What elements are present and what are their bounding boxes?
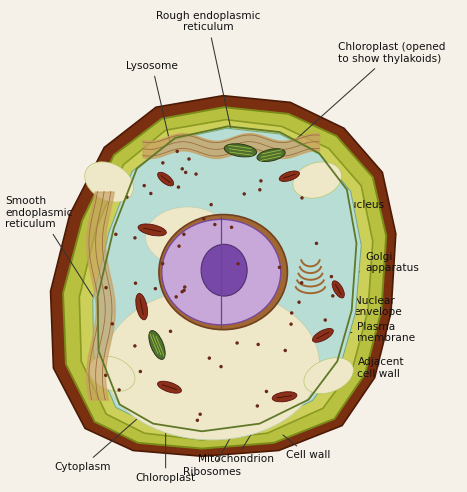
Ellipse shape [136,293,148,320]
Polygon shape [93,128,361,433]
Ellipse shape [162,219,281,325]
Text: Lysosome: Lysosome [126,61,178,154]
Ellipse shape [85,162,134,202]
Text: Smooth
endoplasmic
reticulum: Smooth endoplasmic reticulum [6,196,96,302]
Text: Golgi
apparatus: Golgi apparatus [327,252,419,281]
Circle shape [209,203,213,206]
Polygon shape [50,95,396,456]
Text: Adjacent
cell wall: Adjacent cell wall [357,357,404,379]
Ellipse shape [293,162,341,198]
Text: Chloroplast: Chloroplast [135,433,196,484]
Circle shape [290,311,293,315]
Circle shape [187,157,191,161]
Text: Ribosomes: Ribosomes [183,435,241,477]
Circle shape [219,365,223,369]
Circle shape [182,289,186,292]
Circle shape [134,281,137,285]
Circle shape [104,286,108,289]
Circle shape [175,295,178,299]
Circle shape [181,167,184,171]
Ellipse shape [332,281,344,298]
Polygon shape [79,120,373,440]
Text: Nucleus: Nucleus [283,200,384,248]
Circle shape [142,184,146,187]
Circle shape [194,172,198,176]
Circle shape [149,192,153,195]
Circle shape [331,294,334,298]
Circle shape [230,225,234,229]
Circle shape [255,404,259,408]
Ellipse shape [157,381,181,393]
Text: Rough endoplasmic
reticulum: Rough endoplasmic reticulum [156,11,260,135]
Circle shape [114,233,118,236]
Circle shape [236,262,240,266]
Circle shape [139,370,142,373]
Ellipse shape [158,172,174,186]
Ellipse shape [159,215,287,330]
Ellipse shape [201,245,247,296]
Text: Cell wall: Cell wall [283,435,331,461]
Circle shape [300,196,304,200]
Ellipse shape [312,329,333,342]
Text: Cytoplasm: Cytoplasm [54,416,141,472]
Text: Plasma
membrane: Plasma membrane [349,322,416,343]
Circle shape [196,419,199,422]
Circle shape [183,285,186,289]
Circle shape [208,356,211,360]
Circle shape [198,412,202,416]
Circle shape [290,322,293,326]
Ellipse shape [272,392,297,402]
Ellipse shape [89,356,135,391]
Ellipse shape [138,224,166,236]
Circle shape [169,330,172,333]
Ellipse shape [304,358,354,394]
Ellipse shape [257,149,285,161]
Circle shape [111,322,114,326]
Circle shape [235,341,239,345]
Circle shape [300,281,304,284]
Circle shape [330,275,333,278]
Circle shape [177,245,181,248]
Circle shape [202,217,205,220]
Ellipse shape [104,288,319,440]
Text: Nuclear
envelope: Nuclear envelope [293,296,403,317]
Circle shape [259,179,262,183]
Circle shape [297,301,301,304]
Circle shape [161,262,164,265]
Ellipse shape [224,144,256,157]
Ellipse shape [146,207,230,266]
Circle shape [125,195,128,199]
Circle shape [133,344,137,348]
Text: Chloroplast (opened
to show thylakoids): Chloroplast (opened to show thylakoids) [285,42,446,150]
Circle shape [324,318,327,322]
Polygon shape [63,107,386,449]
Circle shape [242,192,246,196]
Circle shape [104,373,107,377]
Circle shape [184,171,187,174]
Text: Mitochondrion: Mitochondrion [198,426,274,464]
Circle shape [177,185,180,189]
Circle shape [176,150,179,153]
Circle shape [161,161,164,165]
Circle shape [278,266,281,269]
Ellipse shape [149,331,165,360]
Circle shape [315,242,318,245]
Circle shape [154,287,157,290]
Circle shape [283,349,287,352]
Circle shape [133,236,137,240]
Circle shape [117,388,121,392]
Circle shape [258,188,262,191]
Circle shape [256,343,260,346]
Circle shape [182,233,185,236]
Circle shape [180,290,184,293]
Circle shape [213,223,217,226]
Circle shape [265,390,268,393]
Ellipse shape [279,171,299,182]
